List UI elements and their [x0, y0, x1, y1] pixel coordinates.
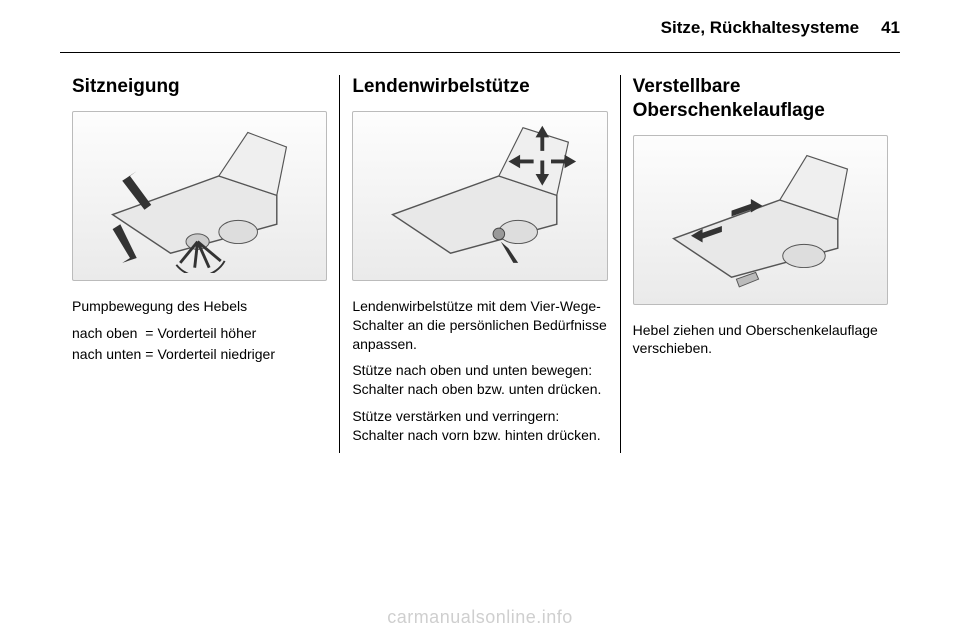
def-row: nach unten = Vorderteil niedriger — [72, 345, 279, 366]
col3-figure — [633, 135, 888, 305]
lumbar-support-illustration — [363, 118, 596, 273]
def-sep: = — [145, 345, 157, 366]
def-term: nach oben — [72, 324, 145, 345]
header-divider — [60, 52, 900, 53]
column-3: Verstellbare Oberschenkelauflage Hebel z… — [620, 75, 900, 453]
col1-heading: Sitzneigung — [72, 75, 327, 99]
def-sep: = — [145, 324, 157, 345]
def-value: Vorderteil höher — [157, 324, 279, 345]
col1-definition-table: nach oben = Vorderteil höher nach unten … — [72, 324, 279, 366]
col2-p3: Stütze verstärken und verringern: Schalt… — [352, 407, 607, 445]
col2-p2: Stütze nach oben und unten bewegen: Scha… — [352, 361, 607, 399]
page-number: 41 — [881, 18, 900, 38]
col1-figure — [72, 111, 327, 281]
def-term: nach unten — [72, 345, 145, 366]
chapter-title: Sitze, Rückhaltesysteme — [661, 18, 859, 38]
watermark: carmanualsonline.info — [0, 607, 960, 628]
page-header: Sitze, Rückhaltesysteme 41 — [0, 0, 960, 46]
def-value: Vorderteil niedriger — [157, 345, 279, 366]
col2-figure — [352, 111, 607, 281]
seat-tilt-illustration — [83, 118, 316, 273]
col2-p1: Lendenwirbelstütze mit dem Vier-Wege-Sch… — [352, 297, 607, 354]
col3-heading: Verstellbare Oberschenkelauflage — [633, 75, 888, 123]
column-2: Lendenwirbelstütze Lendenwirbelstütze — [339, 75, 619, 453]
def-row: nach oben = Vorderteil höher — [72, 324, 279, 345]
col2-heading: Lendenwirbelstütze — [352, 75, 607, 99]
thigh-support-illustration — [644, 142, 877, 297]
col3-p1: Hebel ziehen und Oberschenkelauflage ver… — [633, 321, 888, 359]
column-1: Sitzneigung — [60, 75, 339, 453]
content-columns: Sitzneigung — [60, 75, 900, 453]
col1-caption: Pumpbewegung des Hebels — [72, 297, 327, 316]
